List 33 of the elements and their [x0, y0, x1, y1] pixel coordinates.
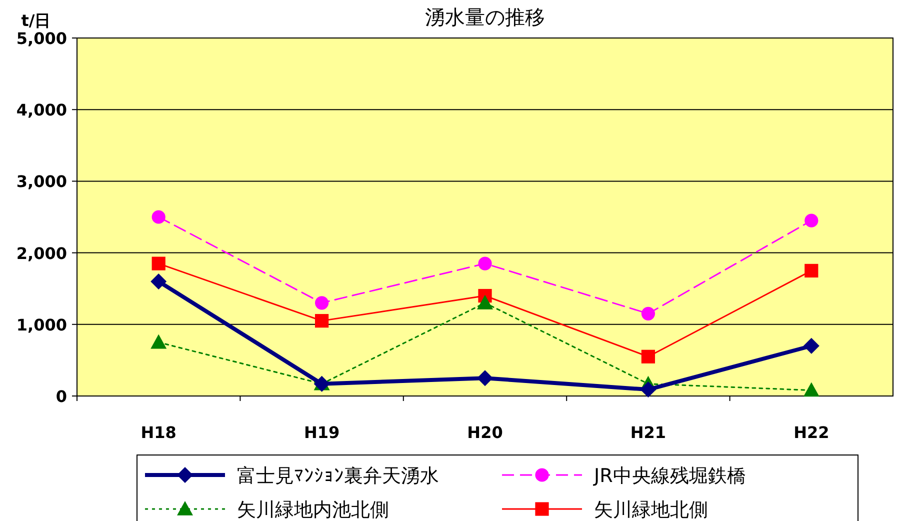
y-axis-title: t/日 — [21, 11, 51, 30]
point — [315, 296, 329, 310]
y-tick-label: 5,000 — [16, 29, 67, 48]
point — [152, 210, 166, 224]
point — [315, 314, 329, 328]
legend-label: JR中央線残堀鉄橋 — [593, 465, 746, 487]
x-tick-label: H20 — [467, 423, 503, 442]
point — [804, 264, 818, 278]
point — [478, 256, 492, 270]
point — [640, 382, 656, 398]
point — [641, 350, 655, 364]
point — [150, 273, 167, 290]
point — [477, 370, 493, 386]
x-tick-label: H21 — [630, 423, 666, 442]
point — [152, 256, 166, 270]
point — [804, 214, 818, 228]
y-tick-label: 1,000 — [16, 315, 67, 334]
x-tick-label: H22 — [794, 423, 830, 442]
x-tick-label: H18 — [140, 423, 176, 442]
point — [477, 294, 493, 310]
point — [641, 306, 655, 320]
chart-title: 湧水量の推移 — [425, 5, 545, 29]
point — [803, 382, 820, 397]
y-tick-label: 3,000 — [16, 172, 67, 192]
legend-label: 矢川緑地北側 — [594, 499, 708, 521]
x-tick-label: H19 — [304, 423, 340, 442]
y-tick-label: 2,000 — [16, 244, 67, 263]
legend-label: 富士見ﾏﾝｼｮﾝ裏弁天湧水 — [237, 465, 439, 487]
y-tick-label: 0 — [56, 387, 67, 406]
point — [150, 334, 167, 349]
point — [803, 338, 820, 354]
y-tick-label: 4,000 — [16, 100, 67, 120]
legend-label: 矢川緑地内池北側 — [237, 499, 389, 521]
